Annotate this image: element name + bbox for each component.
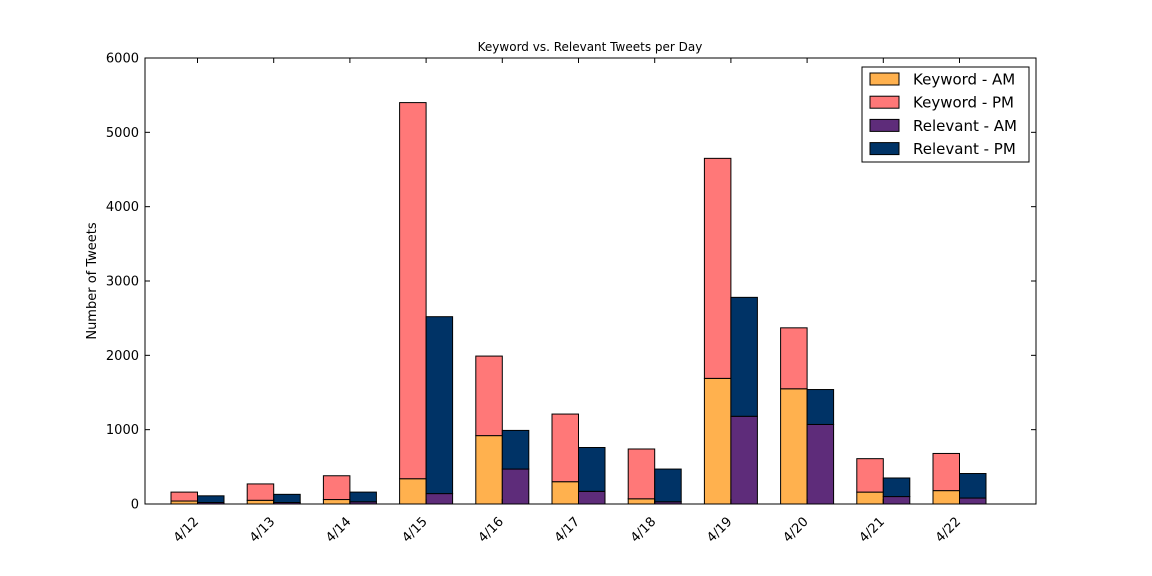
- x-tick-label: 4/21: [857, 514, 888, 545]
- legend-label: Keyword - AM: [913, 71, 1015, 89]
- chart-title: Keyword vs. Relevant Tweets per Day: [478, 40, 703, 54]
- x-tick-label: 4/19: [704, 514, 735, 545]
- x-tick-label: 4/22: [933, 514, 964, 545]
- bar-keyword-pm-4-16: [475, 355, 503, 437]
- x-tick-label: 4/16: [476, 514, 507, 545]
- bar-relevant-am-4-20: [806, 423, 835, 505]
- bar-relevant-pm-4-16: [501, 429, 530, 470]
- bar-relevant-pm-4-20: [806, 389, 835, 425]
- legend-swatch: [869, 118, 900, 132]
- bar-relevant-am-4-22: [959, 497, 987, 505]
- bar-relevant-am-4-21: [882, 496, 911, 505]
- bar-keyword-am-4-20: [780, 388, 808, 505]
- bar-keyword-pm-4-22: [932, 452, 960, 492]
- x-tick-label: 4/15: [399, 514, 430, 545]
- legend-swatch: [869, 95, 900, 109]
- bar-relevant-am-4-15: [425, 493, 454, 505]
- bar-keyword-am-4-16: [475, 435, 503, 505]
- y-tick-label: 6000: [106, 52, 139, 67]
- legend: Keyword - AM Keyword - PM Relevant - AM Rel…: [861, 66, 1030, 163]
- y-axis-label: Number of Tweets: [85, 222, 100, 340]
- bar-keyword-am-4-21: [856, 491, 884, 505]
- y-tick-label: 4000: [106, 200, 139, 215]
- y-tick-label: 2000: [106, 349, 139, 364]
- x-tick-label: 4/17: [552, 514, 583, 545]
- legend-swatch: [869, 142, 900, 156]
- bar-relevant-pm-4-12: [197, 495, 225, 504]
- bar-keyword-pm-4-21: [856, 458, 884, 493]
- bar-keyword-pm-4-13: [246, 483, 275, 501]
- bar-keyword-am-4-14: [322, 499, 351, 505]
- bar-relevant-pm-4-18: [654, 468, 682, 503]
- y-tick-label: 5000: [106, 126, 139, 141]
- bar-keyword-pm-4-12: [170, 491, 198, 502]
- bar-relevant-am-4-17: [578, 490, 606, 505]
- x-tick-label: 4/18: [628, 514, 659, 545]
- bar-relevant-pm-4-13: [273, 493, 301, 504]
- bar-relevant-pm-4-17: [578, 447, 606, 492]
- bar-keyword-am-4-22: [932, 490, 960, 505]
- bar-keyword-pm-4-20: [780, 327, 808, 390]
- legend-swatch: [869, 72, 900, 86]
- bar-keyword-pm-4-18: [627, 448, 656, 500]
- bars-layer: [170, 102, 987, 505]
- x-tick-label: 4/20: [780, 514, 811, 545]
- bar-relevant-am-4-19: [730, 415, 758, 505]
- bar-keyword-am-4-17: [551, 481, 579, 505]
- bar-keyword-am-4-19: [703, 377, 732, 505]
- y-tick-label: 0: [131, 498, 139, 513]
- bar-relevant-pm-4-15: [425, 316, 454, 495]
- x-tick-label: 4/14: [323, 514, 354, 545]
- y-tick-label: 3000: [106, 275, 139, 290]
- legend-label: Keyword - PM: [913, 94, 1014, 112]
- bar-keyword-am-4-15: [399, 478, 427, 505]
- bar-keyword-am-4-13: [246, 499, 275, 505]
- x-tick-label: 4/13: [247, 514, 278, 545]
- bar-relevant-pm-4-14: [349, 491, 377, 503]
- bar-relevant-am-4-16: [501, 468, 530, 505]
- bar-keyword-pm-4-15: [399, 102, 427, 480]
- bar-relevant-pm-4-21: [882, 477, 911, 498]
- x-tick-label: 4/12: [171, 514, 202, 545]
- y-tick-label: 1000: [106, 423, 139, 438]
- bar-keyword-pm-4-17: [551, 413, 579, 483]
- legend-label: Relevant - AM: [913, 117, 1017, 135]
- bar-keyword-am-4-18: [627, 498, 656, 505]
- bar-keyword-pm-4-19: [703, 157, 732, 379]
- legend-label: Relevant - PM: [913, 140, 1016, 158]
- bar-relevant-pm-4-22: [959, 473, 987, 499]
- bar-relevant-pm-4-19: [730, 296, 758, 417]
- bar-keyword-pm-4-14: [322, 475, 351, 501]
